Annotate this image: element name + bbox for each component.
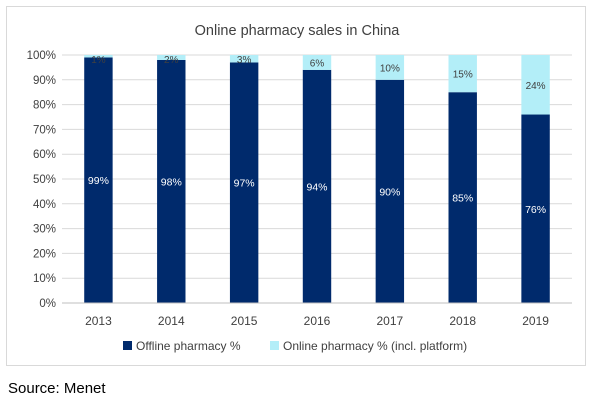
x-tick-label: 2015 xyxy=(231,314,258,328)
data-label-online: 15% xyxy=(453,70,473,81)
x-axis: 2013 2014 2015 2016 2017 2018 2019 xyxy=(62,302,572,328)
y-tick-label: 90% xyxy=(33,75,56,87)
y-tick-label: 70% xyxy=(33,124,56,136)
data-label-offline: 85% xyxy=(452,193,473,205)
bar-online xyxy=(302,55,332,70)
legend: Offline pharmacy % Online pharmacy % (inc… xyxy=(123,339,467,353)
y-tick-label: 50% xyxy=(33,174,56,186)
y-tick-label: 100% xyxy=(27,50,56,62)
bars: 99% 1% 98% 2% 97% 3% 94% 6% 90% 10% 85% 15% 76% 24% xyxy=(84,55,550,304)
bar-online xyxy=(84,55,113,58)
chart-title: Online pharmacy sales in China xyxy=(195,23,401,39)
y-tick-label: 10% xyxy=(33,273,56,285)
x-tick-label: 2018 xyxy=(449,314,476,328)
data-label-online: 6% xyxy=(310,58,325,69)
data-label-online: 24% xyxy=(526,81,546,92)
legend-swatch xyxy=(270,341,279,350)
bar-online xyxy=(448,55,477,93)
bar-offline xyxy=(302,69,332,303)
data-label-online: 3% xyxy=(237,55,252,66)
legend-swatch xyxy=(123,341,132,350)
bar-online xyxy=(521,55,550,115)
y-tick-label: 60% xyxy=(33,149,56,161)
bar-offline xyxy=(229,62,259,303)
y-tick-label: 80% xyxy=(33,100,56,112)
x-tick-label: 2013 xyxy=(85,314,112,328)
data-label-online: 10% xyxy=(380,63,400,74)
legend-label: Offline pharmacy % xyxy=(136,339,241,353)
data-label-online: 2% xyxy=(164,55,179,66)
y-axis: 0% 10% 20% 30% 40% 50% 60% 70% 80% 90% 100% xyxy=(27,50,56,310)
x-tick-label: 2019 xyxy=(522,314,549,328)
source-note: Source: Menet xyxy=(8,380,106,397)
bar-online xyxy=(157,55,186,60)
bar-offline xyxy=(448,92,477,303)
chart-frame: Online pharmacy sales in China 0% 10% 20% 3… xyxy=(6,6,586,366)
bar-offline xyxy=(157,59,186,304)
y-tick-label: 30% xyxy=(33,224,56,236)
x-tick-label: 2016 xyxy=(304,314,331,328)
bar-online xyxy=(375,55,405,80)
data-label-offline: 90% xyxy=(379,186,400,198)
data-label-offline: 76% xyxy=(525,204,546,216)
data-label-offline: 99% xyxy=(88,175,109,187)
x-tick-label: 2017 xyxy=(377,314,404,328)
y-tick-label: 0% xyxy=(39,298,56,310)
data-label-offline: 97% xyxy=(234,178,255,190)
bar-offline xyxy=(521,114,550,304)
bar-offline xyxy=(84,57,113,304)
data-label-offline: 94% xyxy=(306,181,327,193)
y-tick-label: 20% xyxy=(33,248,56,260)
y-tick-label: 40% xyxy=(33,199,56,211)
data-label-offline: 98% xyxy=(161,176,182,188)
data-label-online: 1% xyxy=(91,55,106,66)
bar-offline xyxy=(375,79,405,303)
stacked-bar-chart: Online pharmacy sales in China 0% 10% 20% 3… xyxy=(27,23,572,353)
x-tick-label: 2014 xyxy=(158,314,185,328)
legend-label: Online pharmacy % (incl. platform) xyxy=(283,339,467,353)
bar-online xyxy=(229,55,259,63)
